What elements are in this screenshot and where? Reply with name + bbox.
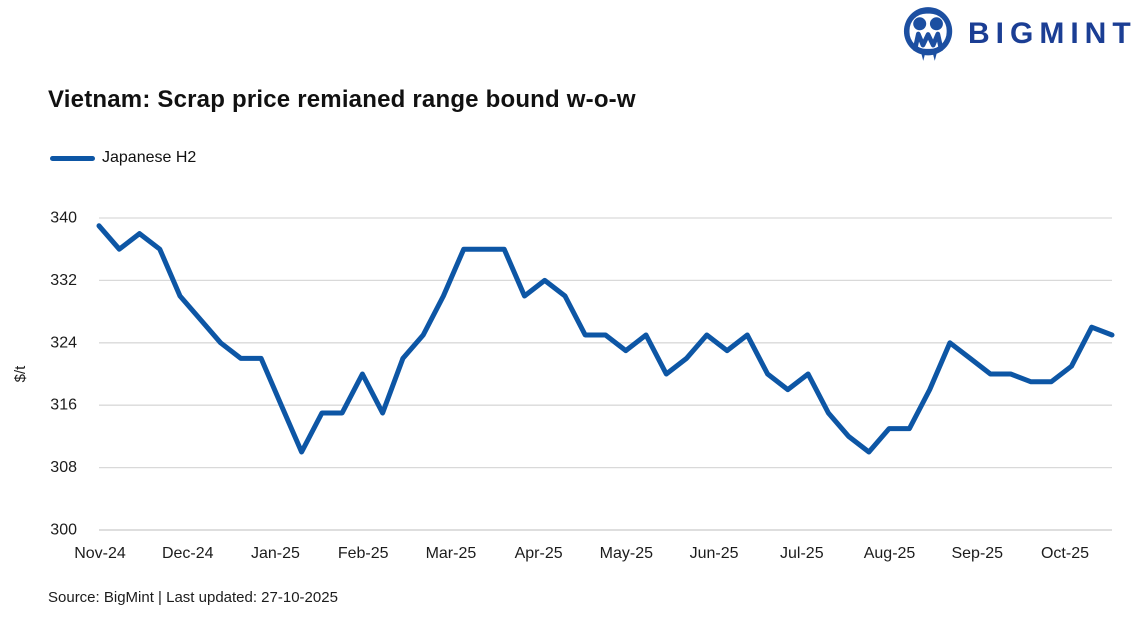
x-tick-label: May-25 <box>600 545 653 562</box>
legend-label: Japanese H2 <box>102 149 197 166</box>
x-tick-label: Feb-25 <box>338 545 389 562</box>
x-tick-label: Aug-25 <box>864 545 916 562</box>
y-tick-label: 324 <box>50 334 77 351</box>
x-tick-label: Nov-24 <box>74 545 126 562</box>
x-tick-label: Jun-25 <box>690 545 739 562</box>
y-tick-label: 300 <box>50 522 77 539</box>
x-tick-label: Jan-25 <box>251 545 300 562</box>
legend-line-swatch <box>50 155 95 161</box>
y-tick-label: 316 <box>50 397 77 414</box>
series-line-japanese-h2 <box>96 223 1115 455</box>
x-tick-label: Sep-25 <box>951 545 1003 562</box>
y-axis-title: $/t <box>12 365 29 383</box>
y-tick-label: 340 <box>50 210 77 227</box>
x-tick-label: Oct-25 <box>1041 545 1089 562</box>
bigmint-logo: BIGMINT <box>903 6 1137 62</box>
x-tick-label: Apr-25 <box>515 545 563 562</box>
source-caption: Source: BigMint | Last updated: 27-10-20… <box>48 589 338 606</box>
bigmint-people-icon <box>903 7 953 61</box>
x-tick-label: Dec-24 <box>162 545 214 562</box>
chart-legend: Japanese H2 <box>50 149 196 167</box>
y-tick-label: 332 <box>50 272 77 289</box>
x-tick-label: Mar-25 <box>426 545 477 562</box>
x-tick-label: Jul-25 <box>780 545 824 562</box>
chart-title: Vietnam: Scrap price remianed range boun… <box>48 86 636 113</box>
y-tick-label: 308 <box>50 459 77 476</box>
bigmint-wordmark: BIGMINT <box>968 17 1137 50</box>
